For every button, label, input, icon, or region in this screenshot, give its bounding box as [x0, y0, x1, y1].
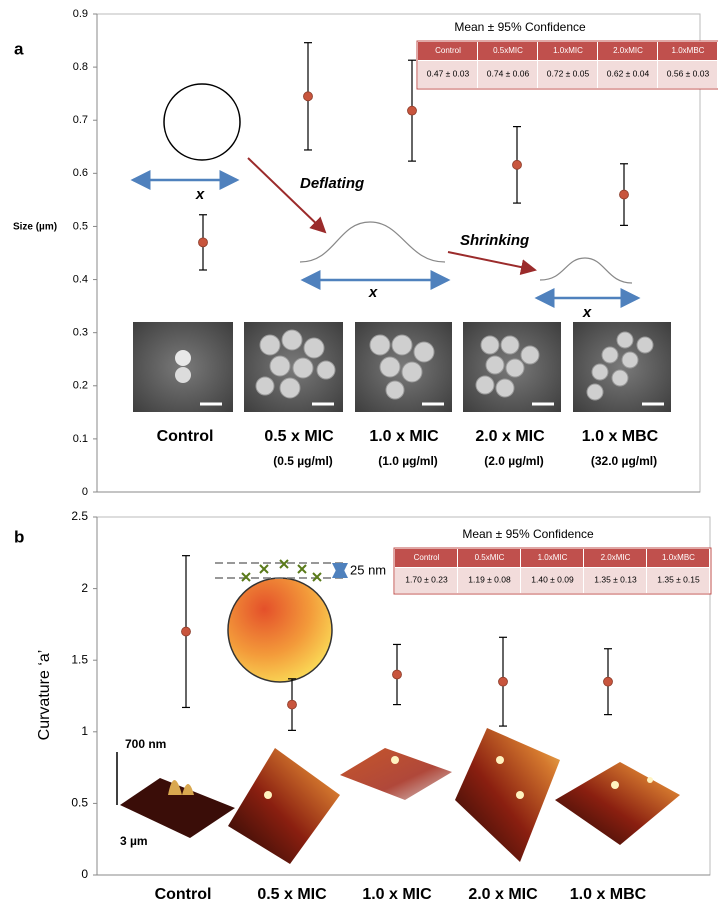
category-label: 1.0 x MIC: [362, 886, 432, 903]
page: x Deflating x Shrinking x 25 nm: [0, 0, 718, 904]
cell: [175, 367, 191, 383]
y-tick-label: 0.6: [73, 167, 88, 179]
y-axis-label: Size (µm): [13, 222, 57, 233]
y-tick-label: 0.4: [73, 273, 88, 285]
data-point: [620, 190, 629, 199]
y-tick-label: 0: [81, 867, 88, 881]
category-label: 2.0 x MIC: [475, 428, 545, 445]
data-point: [182, 627, 191, 636]
afm-surface: [455, 728, 560, 862]
annotation: x: [582, 304, 592, 321]
table-header-text: Control: [435, 46, 461, 55]
category-label: 1.0 x MBC: [570, 886, 647, 903]
afm-surface: [228, 748, 340, 864]
table-cell-text: 1.70 ± 0.23: [405, 574, 448, 584]
category-label: 0.5 x MIC: [257, 886, 327, 903]
annotation: Shrinking: [460, 232, 529, 249]
table-cell-text: 0.56 ± 0.03: [667, 68, 710, 78]
deflation-diagram: [133, 84, 638, 298]
y-tick-label: 0.5: [71, 796, 88, 810]
y-tick-label: 1.5: [71, 652, 88, 666]
data-point: [604, 677, 613, 686]
data-point: [499, 677, 508, 686]
table-cell-text: 1.35 ± 0.15: [657, 574, 700, 584]
y-tick-label: 0.1: [73, 433, 88, 445]
cell-outline: [164, 84, 240, 160]
data-point: [304, 92, 313, 101]
table-cell-text: 1.35 ± 0.13: [594, 574, 637, 584]
category-label: 1.0 x MIC: [369, 428, 439, 445]
figure: x Deflating x Shrinking x 25 nm: [0, 0, 718, 904]
annotation: 700 nm: [125, 737, 166, 751]
concentration-label: (1.0 µg/ml): [378, 454, 438, 468]
table-header-text: 0.5xMIC: [475, 553, 505, 562]
cell: [175, 350, 191, 366]
process-arrow: [248, 158, 325, 232]
y-axis-label: Curvature ‘a’: [36, 650, 53, 741]
afm-surface: [340, 748, 452, 800]
category-label: Control: [155, 886, 212, 903]
sphere: [228, 578, 332, 682]
annotation: 25 nm: [350, 562, 386, 577]
table-header-text: 0.5xMIC: [493, 46, 523, 55]
table-header-text: 2.0xMIC: [613, 46, 643, 55]
sem-images: [133, 322, 671, 412]
table-title: Mean ± 95% Confidence: [454, 20, 586, 34]
data-point: [393, 670, 402, 679]
table-cell-text: 1.19 ± 0.08: [468, 574, 511, 584]
curvature-diagram: [215, 560, 345, 682]
y-tick-label: 0.7: [73, 114, 88, 126]
y-tick-label: 2.5: [71, 509, 88, 523]
y-tick-label: 2: [81, 581, 88, 595]
category-label: Control: [157, 428, 214, 445]
process-arrow: [448, 252, 535, 270]
table-cell-text: 0.47 ± 0.03: [427, 68, 470, 78]
table-header-text: 1.0xMBC: [672, 46, 705, 55]
table-header-text: 2.0xMIC: [601, 553, 631, 562]
annotation: x: [368, 284, 378, 301]
concentration-label: (32.0 µg/ml): [591, 454, 657, 468]
y-tick-label: 0.9: [73, 8, 88, 20]
y-tick-label: 0.5: [73, 220, 88, 232]
category-label: 2.0 x MIC: [468, 886, 538, 903]
category-label: 1.0 x MBC: [582, 428, 659, 445]
y-tick-label: 0.8: [73, 61, 88, 73]
afm-images: [117, 728, 680, 864]
y-tick-label: 1: [81, 724, 88, 738]
data-point: [288, 700, 297, 709]
concentration-label: (2.0 µg/ml): [484, 454, 544, 468]
table-header-text: 1.0xMIC: [553, 46, 583, 55]
concentration-label: (0.5 µg/ml): [273, 454, 333, 468]
table-cell-text: 0.62 ± 0.04: [607, 68, 650, 78]
y-tick-label: 0: [82, 486, 88, 498]
annotation: Deflating: [300, 175, 364, 192]
table-title: Mean ± 95% Confidence: [462, 527, 594, 541]
y-tick-label: 0.3: [73, 327, 88, 339]
table-header-text: 1.0xMBC: [662, 553, 695, 562]
table-cell-text: 1.40 ± 0.09: [531, 574, 574, 584]
data-point: [408, 106, 417, 115]
table-cell-text: 0.72 ± 0.05: [547, 68, 590, 78]
table-cell-text: 0.74 ± 0.06: [487, 68, 530, 78]
y-tick-label: 0.2: [73, 380, 88, 392]
category-label: 0.5 x MIC: [264, 428, 334, 445]
annotation: x: [195, 186, 205, 203]
data-point: [199, 238, 208, 247]
data-point: [513, 160, 522, 169]
table-header-text: 1.0xMIC: [538, 553, 568, 562]
shrunk-profile: [540, 258, 632, 283]
table-header-text: Control: [414, 553, 440, 562]
afm-surface: [555, 762, 680, 845]
panel-label: a: [14, 39, 24, 58]
panel-label: b: [14, 527, 24, 546]
annotation: 3 µm: [120, 834, 148, 848]
